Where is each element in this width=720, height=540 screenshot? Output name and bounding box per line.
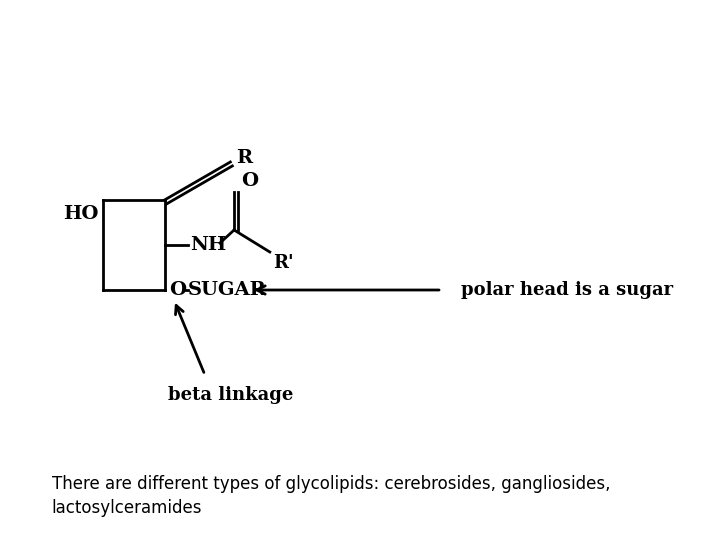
- Text: polar head is a sugar: polar head is a sugar: [461, 281, 672, 299]
- Text: SUGAR: SUGAR: [188, 281, 267, 299]
- Text: NH: NH: [190, 236, 226, 254]
- Text: There are different types of glycolipids: cerebrosides, gangliosides,
lactosylce: There are different types of glycolipids…: [52, 475, 611, 517]
- Text: R': R': [273, 254, 293, 272]
- Text: O: O: [240, 172, 258, 190]
- Text: beta linkage: beta linkage: [168, 386, 293, 404]
- Text: HO: HO: [63, 205, 99, 223]
- Text: O: O: [169, 281, 186, 299]
- Text: R: R: [236, 149, 252, 167]
